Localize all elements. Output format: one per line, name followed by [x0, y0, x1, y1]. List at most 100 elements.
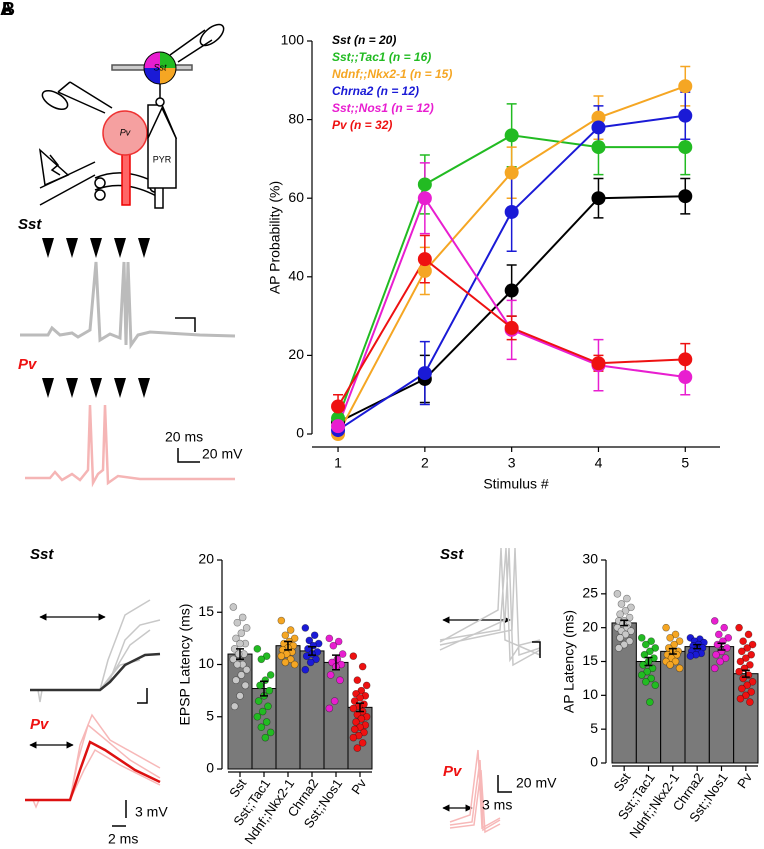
y-tick-label: 20	[288, 346, 304, 362]
data-point	[647, 674, 656, 683]
data-point	[338, 650, 347, 658]
sst-cell	[143, 51, 177, 85]
data-point	[678, 79, 693, 94]
y-tick-label: 15	[198, 603, 214, 619]
data-point	[258, 707, 267, 716]
data-point	[237, 671, 246, 679]
data-point	[736, 694, 745, 703]
y-tick-label: 5	[590, 720, 598, 736]
data-point	[349, 652, 358, 660]
data-point	[234, 650, 243, 658]
data-point	[591, 120, 606, 135]
data-point	[735, 623, 743, 632]
x-tick-label: 5	[681, 455, 689, 471]
data-point	[620, 640, 628, 649]
x-tick-label: 2	[421, 455, 429, 471]
data-point	[746, 661, 754, 669]
scale-label: 20 mV	[202, 446, 243, 462]
x-tick-label: Pv	[734, 770, 755, 791]
data-point	[357, 715, 366, 723]
data-point	[714, 630, 723, 639]
data-point	[627, 627, 635, 635]
y-axis-label: AP Latency (ms)	[561, 610, 577, 713]
data-point	[331, 399, 346, 414]
y-tick-label: 20	[198, 551, 214, 567]
data-point	[713, 640, 722, 649]
data-point	[261, 733, 270, 742]
schematic-label: Sst	[153, 62, 167, 72]
data-point	[504, 204, 519, 219]
data-point	[236, 692, 244, 700]
stim-arrows	[42, 238, 150, 398]
data-point	[286, 655, 295, 664]
data-point	[358, 739, 367, 747]
data-point	[591, 140, 606, 155]
data-point	[504, 128, 519, 143]
data-point	[651, 681, 660, 689]
data-point	[242, 624, 251, 632]
data-point	[744, 630, 753, 639]
legend-entry: Sst;;Nos1 (n = 12)	[332, 101, 434, 115]
y-tick-label: 80	[288, 110, 304, 126]
data-point	[302, 652, 311, 660]
data-point	[362, 681, 371, 690]
data-point	[358, 662, 367, 671]
legend-entry: Chrna2 (n = 12)	[332, 84, 419, 98]
scale-bar	[177, 448, 200, 463]
x-tick-label: 3	[508, 455, 516, 471]
data-point	[678, 108, 693, 123]
data-point	[238, 613, 247, 622]
data-point	[678, 189, 693, 204]
data-point	[643, 667, 651, 676]
data-point	[678, 352, 693, 367]
data-point	[264, 702, 272, 711]
error-bar	[620, 619, 629, 627]
data-point	[712, 650, 720, 659]
x-tick-label: Pv	[348, 776, 369, 797]
data-point	[305, 636, 314, 645]
data-point	[253, 645, 262, 653]
scale-label: 20 ms	[165, 429, 203, 445]
y-axis-label: AP Probability (%)	[267, 181, 283, 294]
error-bar	[741, 669, 750, 678]
data-point	[356, 694, 364, 702]
sst-ap-trace	[439, 547, 541, 667]
x-tick-label: 1	[334, 455, 342, 471]
data-point	[352, 718, 360, 726]
data-point	[637, 671, 646, 679]
data-point	[621, 606, 630, 615]
panel-label: A	[0, 0, 13, 19]
data-point	[310, 631, 319, 640]
data-point	[301, 665, 310, 674]
data-point	[625, 613, 634, 622]
error-bar	[236, 648, 244, 661]
error-bar	[693, 643, 702, 650]
data-point	[648, 664, 657, 673]
data-point	[236, 639, 244, 648]
scale-bar	[137, 688, 148, 704]
data-point	[242, 665, 251, 674]
trace-label: Pv	[18, 356, 38, 373]
y-tick-label: 0	[206, 760, 214, 776]
data-point	[710, 617, 719, 625]
data-point	[329, 641, 338, 650]
trace-label: Sst	[18, 216, 42, 233]
data-point	[646, 647, 654, 656]
data-point	[417, 366, 432, 381]
y-tick-label: 20	[582, 618, 598, 634]
y-tick-label: 100	[281, 32, 305, 48]
error-bar	[260, 680, 268, 697]
data-point	[748, 640, 757, 649]
y-tick-label: 30	[582, 551, 598, 567]
error-bar	[332, 654, 340, 671]
data-point	[640, 650, 649, 659]
error-bar	[308, 645, 316, 656]
pv-trace	[25, 404, 235, 488]
scale-label: 2 ms	[108, 831, 138, 847]
data-point	[627, 603, 635, 612]
data-point	[417, 191, 432, 206]
data-point	[241, 681, 250, 690]
data-point	[504, 283, 519, 298]
scale-label: 3 mV	[135, 804, 168, 820]
error-bar	[668, 647, 677, 655]
